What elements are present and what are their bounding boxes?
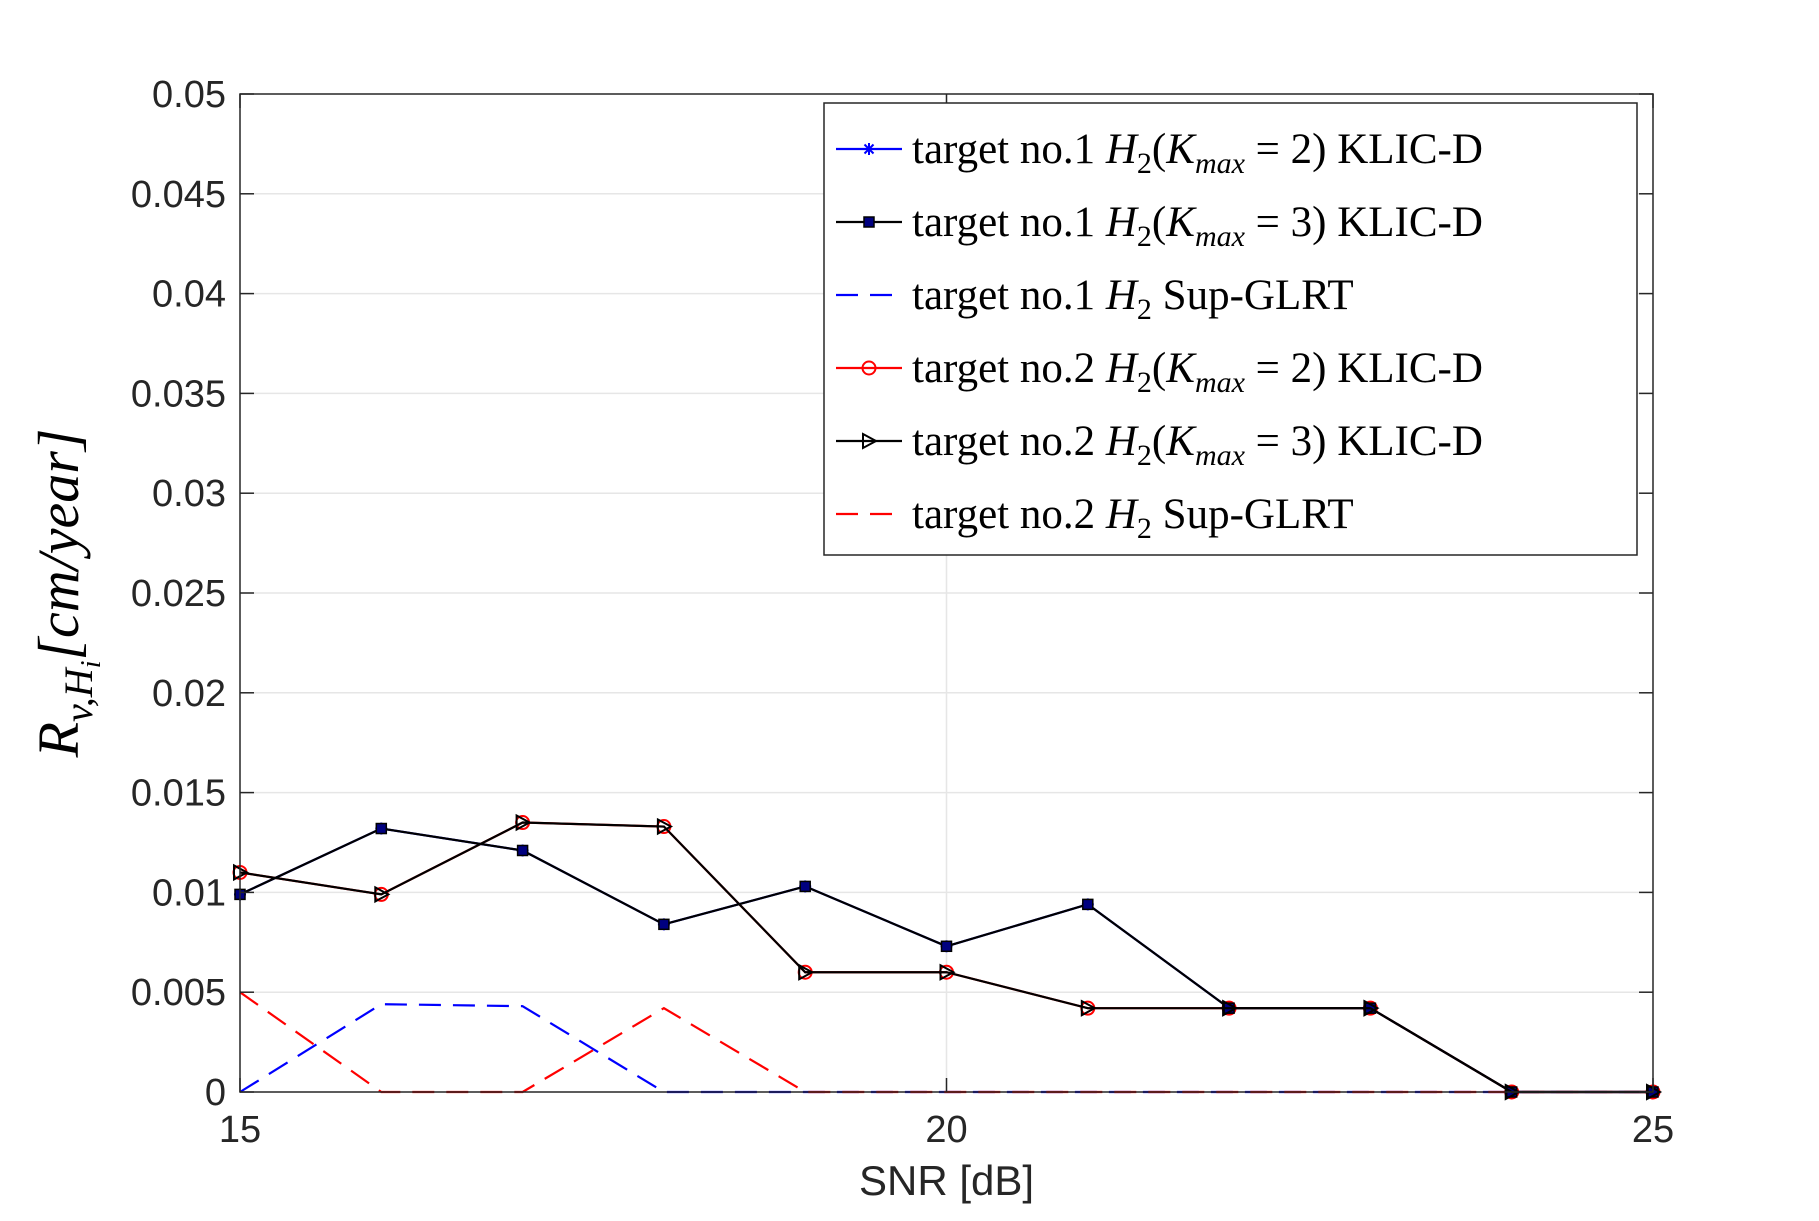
y-axis-label-sub: v, [56,697,101,722]
legend-label: target no.2 H2 Sup-GLRT [912,491,1354,545]
series-2-point [375,822,388,835]
series-2-point [1082,898,1094,911]
legend-label: target no.2 H2(Kmax = 3) KLIC-D [912,418,1483,472]
series-2-point [658,918,670,931]
y-tick-label: 0.04 [152,274,226,316]
legend-item: target no.1 H2(Kmax = 3) KLIC-D [836,199,1483,253]
series-5-point [798,963,815,981]
legend-label: target no.1 H2(Kmax = 3) KLIC-D [912,199,1483,253]
x-axis-label: SNR [dB] [859,1157,1034,1204]
x-tick-label: 15 [219,1109,261,1151]
legend-item: target no.2 H2(Kmax = 2) KLIC-D [836,345,1483,399]
legend-label: target no.2 H2(Kmax = 2) KLIC-D [912,345,1483,399]
y-axis-label-unit: [cm/year] [26,429,91,661]
series-2-point [516,844,529,857]
y-axis-label-sub-i: i [76,661,107,669]
y-tick-label: 0.035 [131,373,226,415]
legend-item: target no.2 H2 Sup-GLRT [836,491,1354,545]
y-tick-label: 0.045 [131,174,226,216]
y-axis-label-sub-h: H [56,666,101,698]
ticks: 0 0.005 0.01 0.015 0.02 0.025 0.03 0.035 0.04 0.0… [131,74,1674,1151]
legend-box [823,102,1638,556]
legend-marker [863,143,875,155]
series-5-point [1080,999,1097,1017]
legend-marker [863,216,875,228]
y-tick-label: 0 [205,1072,226,1114]
series-5-point [1222,999,1239,1017]
legend-item: target no.1 H2 Sup-GLRT [836,272,1354,326]
legend-item: target no.1 H2(Kmax = 2) KLIC-D [836,126,1483,180]
series-5-point [1363,999,1380,1017]
y-tick-label: 0.02 [152,673,226,715]
y-tick-label: 0.03 [152,473,226,515]
legend-label: target no.1 H2 Sup-GLRT [912,272,1354,326]
series-5-point [374,885,391,904]
y-tick-label: 0.01 [152,872,226,914]
x-tick-label: 20 [925,1109,967,1151]
y-tick-label: 0.015 [131,773,226,815]
y-tick-label: 0.025 [131,573,226,615]
x-tick-label: 25 [1632,1109,1674,1151]
legend-marker [861,360,877,376]
legend-label: target no.1 H2(Kmax = 2) KLIC-D [912,126,1483,180]
series-5-point [939,963,956,981]
legend: target no.1 H2(Kmax = 2) KLIC-D target no… [823,102,1638,556]
series-5-line [239,821,1653,1094]
series-5-point [515,813,532,832]
y-axis-label-base: R [26,722,91,758]
y-tick-label: 0.05 [152,74,226,116]
series-5-point [656,817,674,836]
y-tick-label: 0.005 [131,972,226,1014]
y-axis-label: Rv,Hi[cm/year] [26,429,107,759]
series-2-point [940,940,953,953]
legend-marker [862,432,879,450]
series-2-point [799,880,811,893]
legend-item: target no.2 H2(Kmax = 3) KLIC-D [836,418,1483,472]
